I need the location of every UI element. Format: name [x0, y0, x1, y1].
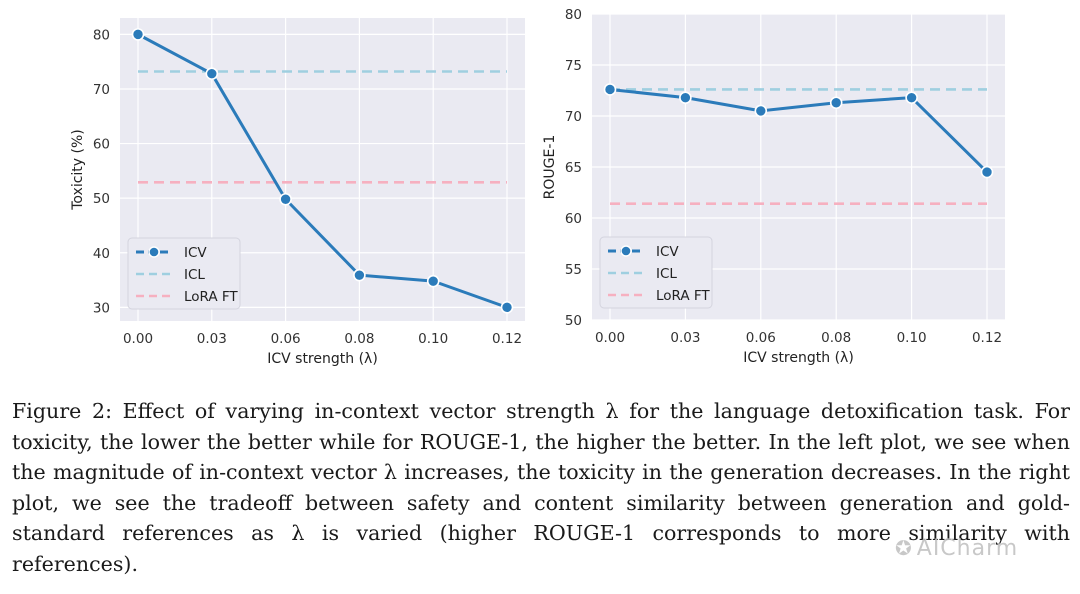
x-tick-label: 0.00 [595, 330, 625, 346]
y-tick-label: 50 [93, 191, 110, 207]
watermark-text: AICharm [916, 536, 1019, 561]
x-tick-label: 0.10 [418, 331, 448, 347]
y-tick-label: 30 [93, 300, 110, 316]
data-point-icv [426, 274, 440, 288]
data-point-icv [679, 91, 692, 104]
data-point-icv [500, 301, 514, 314]
y-axis-label: Toxicity (%) [70, 129, 86, 211]
data-point-icv [754, 104, 768, 118]
wechat-icon: ✪ [895, 536, 913, 560]
legend: ICV ICL LoRA FT [599, 236, 713, 309]
data-point-icv [905, 91, 918, 104]
y-tick-label: 60 [565, 211, 582, 227]
x-axis-label: ICV strength (λ) [743, 350, 854, 366]
legend-label: ICL [656, 266, 677, 282]
y-tick-label: 65 [565, 160, 582, 176]
x-tick-label: 0.06 [746, 330, 776, 346]
watermark: ✪ AICharm [895, 536, 1018, 561]
x-tick-label: 0.03 [197, 331, 227, 347]
y-tick-label: 70 [565, 109, 582, 125]
x-tick-label: 0.03 [670, 330, 700, 346]
chart-1: 50 55 60 65 70 75 80 0.00 0.03 0.06 0.08 0.10 0.12 IC… [542, 7, 1005, 366]
charts-figure: 30 40 50 60 70 80 0.00 0.03 0.06 0.08 0.10 0.12 ICV … [70, 7, 1005, 367]
legend-label: ICL [184, 267, 205, 283]
data-point-icv [353, 268, 366, 282]
legend-label: ICV [184, 245, 207, 261]
legend-marker [620, 245, 632, 257]
x-tick-label: 0.08 [344, 331, 374, 347]
legend: ICV ICL LoRA FT [127, 237, 241, 310]
legend-marker [148, 246, 160, 258]
x-tick-label: 0.06 [271, 331, 301, 347]
data-point-icv [829, 96, 843, 110]
x-tick-label: 0.10 [897, 330, 927, 346]
y-tick-label: 80 [93, 27, 110, 43]
x-tick-label: 0.00 [123, 331, 153, 347]
legend-label: LoRA FT [656, 288, 710, 304]
data-point-icv [279, 192, 292, 206]
x-axis-label: ICV strength (λ) [267, 351, 378, 367]
y-tick-label: 70 [93, 82, 110, 98]
data-point-icv [131, 28, 145, 41]
legend-label: ICV [656, 244, 679, 260]
chart-0: 30 40 50 60 70 80 0.00 0.03 0.06 0.08 0.10 0.12 ICV … [70, 18, 525, 367]
series-line-icv [137, 33, 508, 309]
x-tick-label: 0.08 [821, 330, 851, 346]
data-point-icv [205, 67, 219, 80]
data-point-icv [603, 83, 617, 96]
data-point-icv [980, 165, 994, 179]
x-tick-label: 0.12 [492, 331, 522, 347]
series-line-icv [609, 87, 989, 174]
y-tick-label: 50 [565, 313, 582, 329]
y-tick-label: 60 [93, 137, 110, 153]
y-tick-label: 80 [565, 7, 582, 23]
legend-label: LoRA FT [184, 289, 238, 305]
y-axis-label: ROUGE-1 [542, 135, 558, 200]
y-tick-label: 40 [93, 246, 110, 262]
figure-caption: Figure 2: Effect of varying in-context v… [12, 399, 1070, 576]
y-tick-label: 55 [565, 262, 582, 278]
x-tick-label: 0.12 [972, 330, 1002, 346]
y-tick-label: 75 [565, 58, 582, 74]
